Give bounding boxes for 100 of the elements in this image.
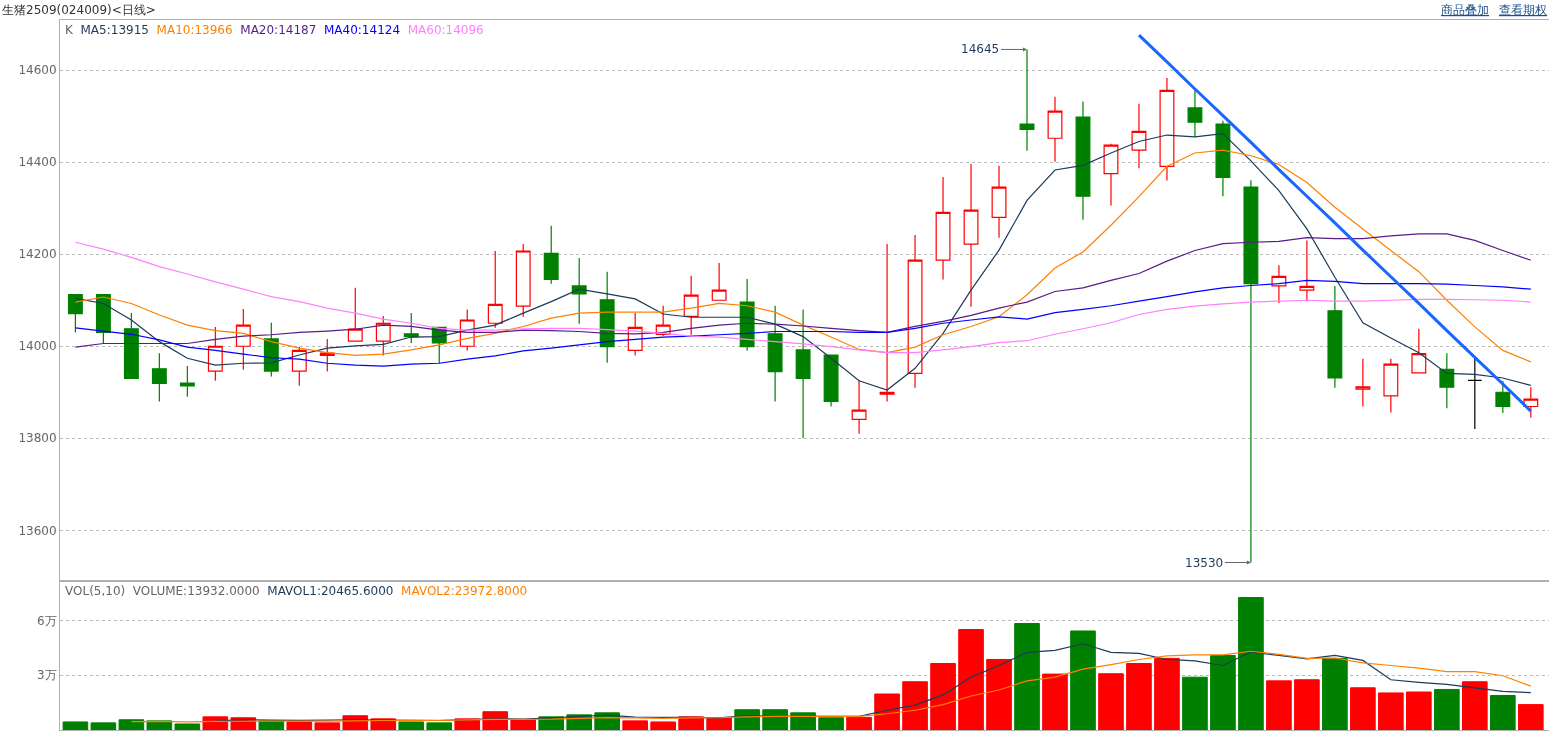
bar: [846, 716, 872, 730]
candlestick: [795, 308, 811, 439]
text: MA5:13915: [80, 23, 149, 37]
line-series: [74, 149, 1532, 363]
candlestick: [571, 257, 587, 325]
bar: [1238, 597, 1264, 730]
bar: [118, 719, 145, 730]
bar: [1517, 704, 1544, 730]
candlestick: [991, 165, 1007, 239]
bar: [902, 681, 928, 730]
candlestick: [1047, 96, 1063, 163]
text: MA10:13966: [156, 23, 233, 37]
y-tick-label: 13800: [18, 431, 57, 446]
candlestick: [907, 234, 923, 389]
y-tick-label: 14400: [18, 155, 57, 170]
bar: [174, 723, 201, 730]
candlestick: [123, 312, 139, 380]
bar: [1462, 681, 1488, 730]
candlestick: [711, 262, 727, 301]
bar: [1350, 687, 1376, 730]
bar: [398, 721, 425, 730]
candlestick: [935, 176, 951, 281]
bar: [1266, 680, 1292, 730]
candlestick: [879, 243, 895, 403]
annotation: 14645: [961, 42, 1000, 56]
y-tick-label: 14000: [18, 339, 57, 354]
bar: [790, 712, 816, 730]
text: 商品叠加: [1441, 3, 1489, 17]
bar: [314, 722, 341, 730]
y-tick-label: 6万: [36, 613, 57, 628]
candlestick: [347, 287, 363, 342]
line-series: [74, 133, 1532, 391]
candlestick: [1075, 100, 1091, 221]
candlestick: [1327, 285, 1343, 389]
bar: [1182, 676, 1208, 730]
line-series: [74, 279, 1532, 367]
candlestick: [487, 250, 503, 329]
bar: [1154, 657, 1180, 730]
candlestick: [823, 354, 839, 408]
bar: [1434, 688, 1460, 730]
text: MA60:14096: [407, 23, 484, 37]
y-tick-label: 14600: [18, 63, 57, 78]
bar: [958, 629, 984, 730]
candlestick: [1215, 120, 1231, 197]
bar: [650, 721, 676, 730]
text: MA20:14187: [240, 23, 317, 37]
candlestick: [1355, 358, 1371, 408]
bar: [706, 717, 732, 730]
candlestick: [179, 365, 195, 398]
y-tick-label: 14200: [18, 247, 57, 262]
bar: [90, 722, 117, 730]
candlestick: [851, 379, 867, 435]
candlestick: [403, 312, 419, 344]
annotation: 13530: [1185, 556, 1224, 570]
y-tick-label: 13600: [18, 523, 57, 538]
candlestick: [1439, 352, 1455, 409]
chart-title: VOL(5,10): [65, 584, 126, 598]
candlestick: [151, 352, 167, 403]
candlestick: [1411, 328, 1427, 374]
bar: [622, 720, 648, 730]
bar: [930, 662, 956, 730]
bar: [146, 720, 173, 730]
candlestick: [1383, 358, 1399, 414]
candlestick: [207, 326, 223, 382]
candlestick: [543, 225, 559, 285]
candlestick: [1299, 239, 1315, 302]
bar: [986, 658, 1012, 730]
bar: [286, 721, 313, 730]
bar: [510, 719, 537, 730]
candlestick: [767, 305, 783, 403]
bar: [874, 693, 900, 730]
bar: [1126, 662, 1152, 730]
text: MAVOL2:23972.8000: [401, 584, 528, 598]
line-series: [1137, 33, 1533, 413]
candlestick: [683, 275, 699, 336]
bar: [1294, 679, 1320, 730]
candlestick: [1159, 77, 1175, 182]
annotation: VOLUME:13932.0000: [132, 584, 260, 598]
bar: [426, 722, 453, 730]
bar: [1098, 673, 1124, 730]
candlestick: [67, 294, 83, 334]
bar: [62, 721, 89, 730]
candlestick: [95, 294, 111, 344]
text: MA40:14124: [323, 23, 401, 37]
bar: [1322, 657, 1348, 730]
candlestick: [1467, 357, 1483, 430]
bar: [1014, 622, 1040, 730]
candlestick: [1131, 103, 1147, 169]
text: MAVOL1:20465.6000: [267, 584, 394, 598]
candlestick: [963, 163, 979, 308]
candlestick: [515, 243, 531, 318]
annotation: K: [65, 23, 74, 37]
bar: [762, 709, 788, 730]
bar: [1042, 673, 1068, 730]
bar: [818, 717, 844, 730]
chart-title: 生猪2509(024009)<日线>: [2, 3, 156, 17]
bar: [1378, 692, 1404, 730]
bar: [1070, 630, 1096, 730]
bar: [1490, 694, 1516, 730]
y-tick-label: 3万: [36, 668, 57, 683]
